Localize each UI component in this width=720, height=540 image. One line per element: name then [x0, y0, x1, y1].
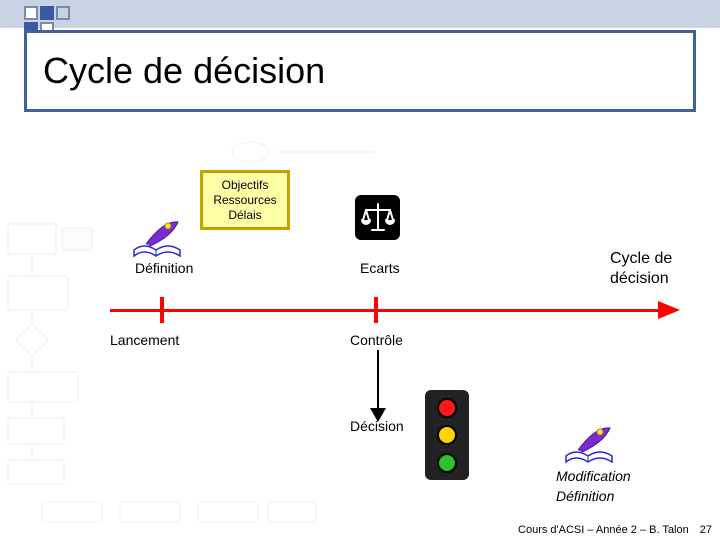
page-title: Cycle de décision	[43, 50, 325, 92]
watermark-top	[230, 140, 410, 170]
sticky-line2: Ressources	[213, 193, 276, 208]
accent-bar	[0, 0, 720, 28]
footer-text: Cours d'ACSI – Année 2 – B. Talon	[518, 524, 689, 536]
label-modification: Modification	[556, 468, 631, 484]
traffic-yellow	[437, 425, 457, 445]
label-definition2: Définition	[556, 488, 614, 504]
slide-root: Cycle de décision	[0, 0, 720, 540]
timeline-line	[110, 309, 660, 312]
sticky-line3: Délais	[228, 208, 261, 223]
down-arrow-line	[377, 350, 379, 410]
timeline-arrowhead	[658, 301, 680, 319]
label-controle: Contrôle	[350, 332, 403, 348]
label-lancement: Lancement	[110, 332, 179, 348]
traffic-red	[437, 398, 457, 418]
balance-scale-icon	[355, 195, 400, 240]
label-decision-right: décision	[610, 270, 669, 288]
label-decision: Décision	[350, 418, 404, 434]
watermark-left	[4, 220, 99, 520]
label-ecarts: Ecarts	[360, 260, 400, 276]
watermark-bottom	[40, 498, 320, 528]
sticky-note: Objectifs Ressources Délais	[200, 170, 290, 230]
book-feather-icon	[130, 218, 185, 260]
timeline-tick	[374, 297, 378, 323]
title-box: Cycle de décision	[24, 30, 696, 112]
accent-square	[24, 6, 38, 20]
label-definition: Définition	[135, 260, 193, 276]
book-feather-icon-right	[562, 424, 617, 466]
page-number: 27	[700, 524, 712, 536]
accent-square	[56, 6, 70, 20]
footer: Cours d'ACSI – Année 2 – B. Talon 27	[518, 524, 712, 536]
traffic-light-icon	[425, 390, 469, 480]
sticky-line1: Objectifs	[222, 178, 269, 193]
label-cycle-de: Cycle de	[610, 250, 672, 268]
timeline-tick	[160, 297, 164, 323]
accent-square	[40, 6, 54, 20]
traffic-green	[437, 453, 457, 473]
